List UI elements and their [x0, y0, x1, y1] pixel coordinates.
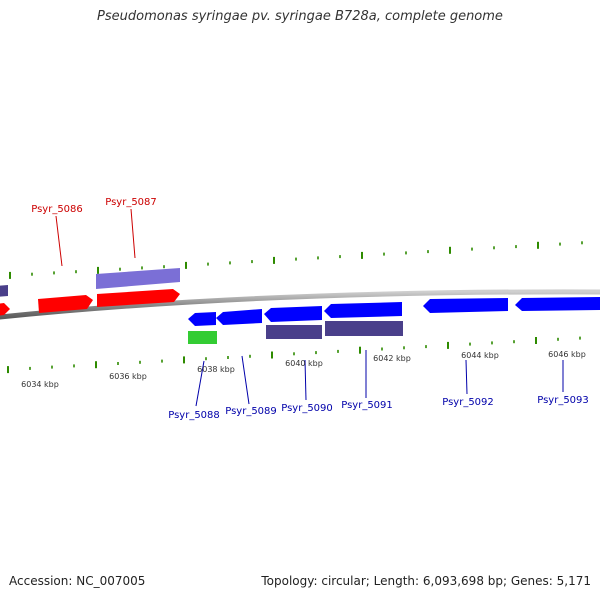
callout-5089	[241, 355, 250, 405]
callout-5092	[465, 359, 468, 395]
label-5090[interactable]: Psyr_5090	[281, 403, 333, 414]
forward-cds-partial[interactable]	[0, 285, 8, 297]
map-title: Pseudomonas syringae pv. syringae B728a,…	[97, 9, 503, 24]
cds-5091[interactable]	[325, 321, 403, 336]
callout-5086	[55, 215, 63, 267]
gene-5089[interactable]	[216, 309, 262, 325]
rna-5088[interactable]	[188, 331, 217, 344]
label-5089[interactable]: Psyr_5089	[225, 406, 277, 417]
cds-5090[interactable]	[266, 325, 322, 339]
gene-5086[interactable]	[38, 295, 93, 313]
scale-label-6040: 6040 kbp	[285, 359, 323, 368]
genome-summary: Topology: circular; Length: 6,093,698 bp…	[261, 574, 591, 588]
forward-strand-features	[0, 268, 180, 316]
callout-5088	[195, 360, 205, 407]
label-5087[interactable]: Psyr_5087	[105, 197, 157, 208]
scale-label-6034: 6034 kbp	[21, 380, 59, 389]
gene-5093[interactable]	[515, 297, 600, 311]
lower-tick-track	[7, 336, 581, 374]
scale-label-6036: 6036 kbp	[109, 372, 147, 381]
gene-5088[interactable]	[188, 312, 216, 326]
callout-5090	[304, 359, 307, 401]
label-5092[interactable]: Psyr_5092	[442, 397, 494, 408]
scale-label-6042: 6042 kbp	[373, 354, 411, 363]
label-5093[interactable]: Psyr_5093	[537, 395, 589, 406]
reverse-strand-features	[188, 297, 600, 344]
scale-labels: 6034 kbp 6036 kbp 6038 kbp 6040 kbp 6042…	[21, 350, 586, 389]
gene-5092[interactable]	[423, 298, 508, 313]
label-5091[interactable]: Psyr_5091	[341, 400, 393, 411]
scale-label-6044: 6044 kbp	[461, 351, 499, 360]
scale-label-6046: 6046 kbp	[548, 350, 586, 359]
reverse-gene-labels: Psyr_5088 Psyr_5089 Psyr_5090 Psyr_5091 …	[168, 395, 589, 421]
forward-gene-partial[interactable]	[0, 303, 10, 316]
forward-gene-labels: Psyr_5086 Psyr_5087	[31, 197, 157, 215]
genome-backbone	[0, 289, 600, 320]
cds-5087[interactable]	[96, 268, 180, 289]
gene-5090[interactable]	[264, 306, 322, 322]
accession-label: Accession: NC_007005	[9, 574, 146, 588]
callout-5087	[130, 208, 136, 259]
label-5086[interactable]: Psyr_5086	[31, 204, 83, 215]
gene-5091[interactable]	[324, 302, 402, 318]
upper-tick-track	[9, 241, 583, 279]
label-5088[interactable]: Psyr_5088	[168, 410, 220, 421]
scale-label-6038: 6038 kbp	[197, 365, 235, 374]
reverse-callouts	[195, 350, 564, 407]
forward-callouts	[55, 208, 136, 267]
gene-5087[interactable]	[97, 289, 180, 307]
